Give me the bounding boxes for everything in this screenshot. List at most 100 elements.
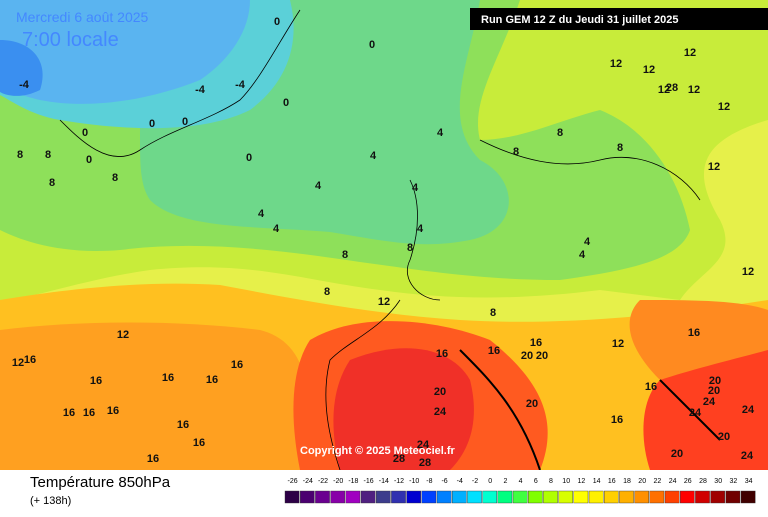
scale-swatch <box>634 490 649 504</box>
contour-label: 0 <box>86 154 92 166</box>
contour-label: 8 <box>324 286 330 298</box>
scale-swatch <box>391 490 406 504</box>
scale-swatch <box>436 490 452 504</box>
scale-label: 22 <box>654 478 662 485</box>
contour-label: 12 <box>718 101 730 113</box>
scale-label: 0 <box>488 478 492 485</box>
contour-label: 12 <box>610 58 622 70</box>
contour-label: 20 <box>536 350 548 362</box>
scale-swatch <box>558 490 573 504</box>
contour-label: 12 <box>117 329 129 341</box>
copyright: Copyright © 2025 Meteociel.fr <box>300 445 456 457</box>
contour-label: 16 <box>530 337 542 349</box>
contour-label: 0 <box>82 127 88 139</box>
contour-label: 24 <box>703 396 716 408</box>
contour-label: 0 <box>246 152 252 164</box>
scale-swatch <box>315 490 330 504</box>
contour-label: 0 <box>274 16 280 28</box>
contour-label: 16 <box>645 381 657 393</box>
contour-label: 4 <box>579 249 586 261</box>
scale-label: -10 <box>409 478 419 485</box>
scale-swatch <box>482 490 498 504</box>
scale-label: 4 <box>519 478 523 485</box>
contour-label: 16 <box>24 354 36 366</box>
scale-label: 14 <box>593 478 601 485</box>
scale-label: 6 <box>534 478 538 485</box>
scale-label: 30 <box>714 478 722 485</box>
contour-label: 24 <box>689 407 702 419</box>
contour-label: 16 <box>147 453 159 465</box>
contour-label: 8 <box>557 127 563 139</box>
scale-label: -26 <box>288 478 298 485</box>
scale-label: -2 <box>472 478 478 485</box>
contour-label: 28 <box>419 457 431 469</box>
scale-swatch <box>695 490 710 504</box>
contour-label: 4 <box>258 208 265 220</box>
scale-label: 20 <box>638 478 646 485</box>
contour-label: 8 <box>17 149 23 161</box>
scale-label: -12 <box>394 478 404 485</box>
contour-label: 16 <box>206 374 218 386</box>
scale-label: -22 <box>318 478 328 485</box>
contour-label: 8 <box>49 177 55 189</box>
contour-label: -4 <box>195 84 206 96</box>
contour-label: 20 <box>718 431 730 443</box>
scale-swatch <box>528 490 543 504</box>
contour-label: 12 <box>643 64 655 76</box>
scale-label: 24 <box>669 478 677 485</box>
contour-label: 20 <box>708 385 720 397</box>
scale-label: 12 <box>578 478 586 485</box>
contour-label: 20 <box>671 448 683 460</box>
contour-label: 16 <box>488 345 500 357</box>
contour-label: -4 <box>235 79 246 91</box>
contour-label: 0 <box>283 97 289 109</box>
scale-label: -8 <box>426 478 432 485</box>
scale-swatch <box>725 490 741 504</box>
contour-label: 24 <box>434 406 447 418</box>
contour-label: 4 <box>315 180 322 192</box>
scale-label: 18 <box>623 478 631 485</box>
contour-label: 8 <box>617 142 623 154</box>
scale-swatch <box>376 490 391 504</box>
contour-label: 4 <box>437 127 444 139</box>
contour-label: 12 <box>742 266 754 278</box>
scale-label: -18 <box>348 478 358 485</box>
scale-swatch <box>421 490 437 504</box>
scale-swatch <box>649 490 665 504</box>
contour-label: 8 <box>45 149 51 161</box>
map-fill <box>0 0 768 470</box>
contour-label: 16 <box>611 414 623 426</box>
contour-label: 0 <box>182 116 188 128</box>
contour-label: 8 <box>490 307 496 319</box>
scale-label: -4 <box>457 478 463 485</box>
scale-swatch <box>512 490 528 504</box>
contour-label: 28 <box>393 453 405 465</box>
contour-label: 12 <box>684 47 696 59</box>
contour-label: 16 <box>177 419 189 431</box>
contour-label: 0 <box>149 118 155 130</box>
scale-swatch <box>619 490 634 504</box>
scale-swatch <box>360 490 376 504</box>
footer-title: Température 850hPa <box>30 474 171 491</box>
contour-label: 20 <box>709 375 721 387</box>
scale-swatch <box>406 490 422 504</box>
lead-time: (+ 138h) <box>30 495 71 507</box>
scale-label: 10 <box>562 478 570 485</box>
contour-label: 12 <box>708 161 720 173</box>
contour-label: -4 <box>19 79 30 91</box>
scale-label: -20 <box>333 478 343 485</box>
scale-swatch <box>300 490 315 504</box>
scale-label: -24 <box>303 478 313 485</box>
scale-swatch <box>543 490 558 504</box>
coastlines <box>59 9 721 471</box>
contour-label: 8 <box>112 172 118 184</box>
contour-label: 4 <box>273 223 280 235</box>
scale-label: 16 <box>608 478 616 485</box>
contour-label: 8 <box>407 242 413 254</box>
contour-label: 20 <box>434 386 446 398</box>
contour-label: 16 <box>90 375 102 387</box>
scale-swatch <box>588 490 604 504</box>
scale-label: -14 <box>379 478 389 485</box>
scale-swatch <box>710 490 725 504</box>
